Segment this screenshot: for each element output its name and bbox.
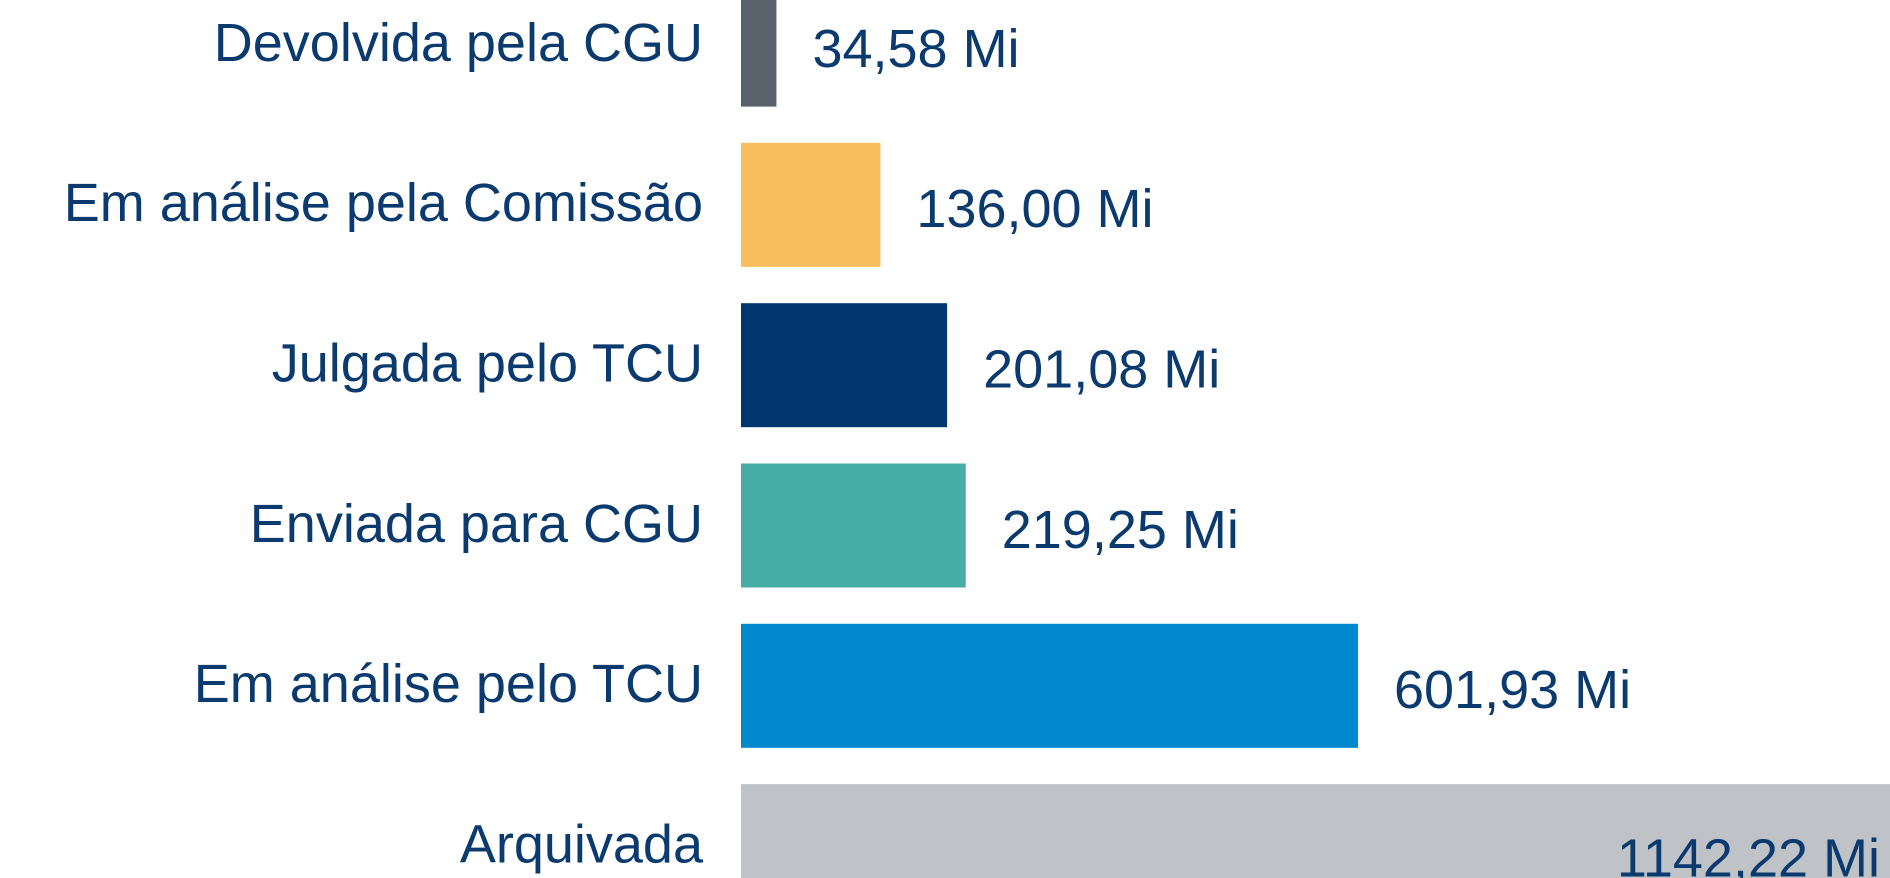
bar bbox=[741, 142, 881, 267]
category-label: Enviada para CGU bbox=[250, 494, 703, 554]
category-label: Arquivada bbox=[460, 814, 704, 874]
value-label: 34,58 Mi bbox=[812, 19, 1019, 79]
bar bbox=[741, 0, 777, 107]
category-label: Devolvida pela CGU bbox=[214, 13, 703, 73]
category-label: Julgada pelo TCU bbox=[272, 333, 703, 393]
bar bbox=[741, 623, 1358, 748]
bar bbox=[741, 303, 948, 428]
value-label: 201,08 Mi bbox=[983, 339, 1220, 399]
bar bbox=[741, 463, 966, 588]
value-label: 136,00 Mi bbox=[916, 179, 1153, 239]
category-label: Em análise pela Comissão bbox=[64, 173, 703, 233]
category-label: Em análise pelo TCU bbox=[194, 654, 703, 714]
bar bbox=[741, 784, 1890, 878]
value-label: 1142,22 Mi bbox=[1617, 828, 1880, 878]
value-label: 219,25 Mi bbox=[1002, 500, 1239, 560]
value-label: 601,93 Mi bbox=[1394, 660, 1631, 720]
